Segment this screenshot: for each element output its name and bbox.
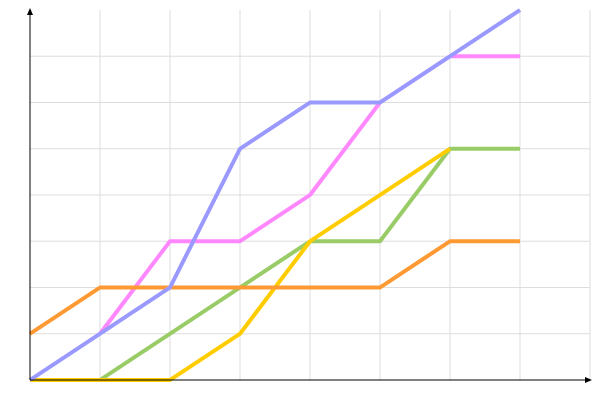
series-group xyxy=(28,8,522,382)
axes xyxy=(27,8,592,383)
x-axis-arrow xyxy=(585,377,592,383)
series-line-5 xyxy=(28,8,522,382)
y-axis-arrow xyxy=(27,8,33,15)
series-line-2 xyxy=(30,146,520,382)
series-line-4 xyxy=(28,239,520,336)
